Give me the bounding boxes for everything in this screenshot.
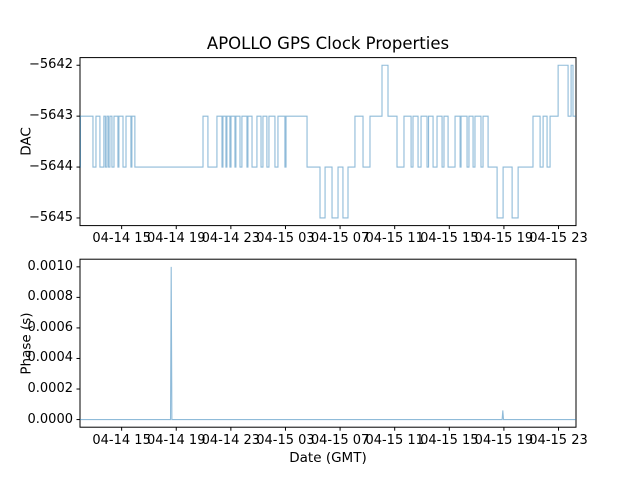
dac-y-axis-label: DAC (18, 127, 35, 156)
dac-x-tick-label: 04-15 07 (310, 231, 370, 247)
dac-plot-border (79, 57, 577, 227)
dac-y-tick-label: −5644 (29, 159, 73, 175)
phase-x-tick-label: 04-15 07 (310, 432, 370, 448)
dac-x-tick-label: 04-14 15 (92, 231, 151, 247)
phase-y-tick-label: 0.0000 (27, 411, 74, 427)
dac-y-tick-label: −5645 (29, 209, 73, 225)
dac-x-tick-label: 04-15 23 (529, 231, 588, 247)
phase-y-tick-label: 0.0010 (27, 258, 74, 274)
phase-y-axis-label: Phase (s) (18, 312, 35, 375)
phase-y-tick-label: 0.0008 (27, 289, 74, 305)
phase-y-tick-label: 0.0002 (27, 381, 74, 397)
dac-y-tick-label: −5643 (29, 108, 73, 124)
phase-y-tick-label: 0.0004 (27, 350, 74, 366)
phase-x-tick-label: 04-15 03 (256, 432, 315, 448)
dac-x-tick-label: 04-15 11 (365, 231, 424, 247)
phase-y-tick-label: 0.0006 (27, 319, 74, 335)
phase-x-tick-label: 04-15 23 (529, 432, 588, 448)
dac-x-tick-label: 04-14 19 (147, 231, 206, 247)
dac-line-series (79, 64, 576, 219)
phase-x-tick-label: 04-15 11 (365, 432, 424, 448)
x-axis-label: Date (GMT) (289, 450, 367, 466)
phase-x-tick-label: 04-14 15 (92, 432, 151, 448)
dac-x-tick-label: 04-15 15 (420, 231, 479, 247)
phase-line-series (80, 266, 576, 421)
dac-y-tick-label: −5642 (29, 57, 73, 73)
phase-x-tick-label: 04-14 19 (147, 432, 206, 448)
phase-plot-border (79, 258, 577, 428)
dac-x-tick-label: 04-15 03 (256, 231, 315, 247)
phase-x-tick-label: 04-15 19 (474, 432, 534, 448)
phase-x-tick-label: 04-15 15 (420, 432, 479, 448)
phase-x-tick-label: 04-14 23 (201, 432, 261, 448)
dac-x-tick-label: 04-14 23 (201, 231, 261, 247)
dac-x-tick-label: 04-15 19 (474, 231, 534, 247)
chart-title: APOLLO GPS Clock Properties (206, 34, 450, 53)
